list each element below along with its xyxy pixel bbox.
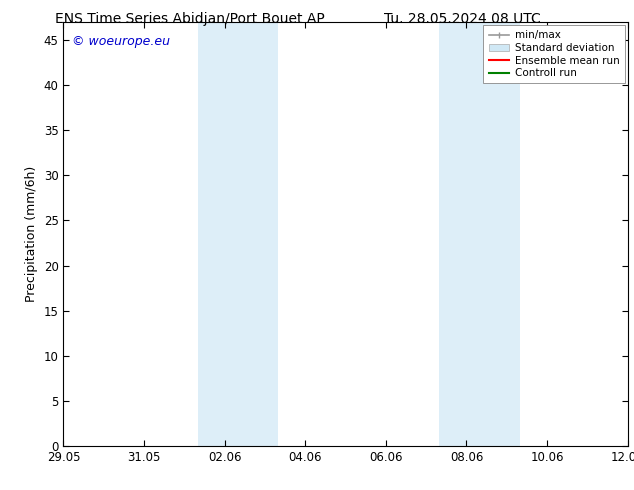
Legend: min/max, Standard deviation, Ensemble mean run, Controll run: min/max, Standard deviation, Ensemble me… (483, 25, 624, 83)
Text: ENS Time Series Abidjan/Port Bouet AP: ENS Time Series Abidjan/Port Bouet AP (55, 12, 325, 26)
Y-axis label: Precipitation (mm/6h): Precipitation (mm/6h) (25, 166, 38, 302)
Bar (198, 22, 278, 446)
Bar (439, 22, 520, 446)
Text: Tu. 28.05.2024 08 UTC: Tu. 28.05.2024 08 UTC (384, 12, 541, 26)
Text: © woeurope.eu: © woeurope.eu (72, 35, 170, 48)
